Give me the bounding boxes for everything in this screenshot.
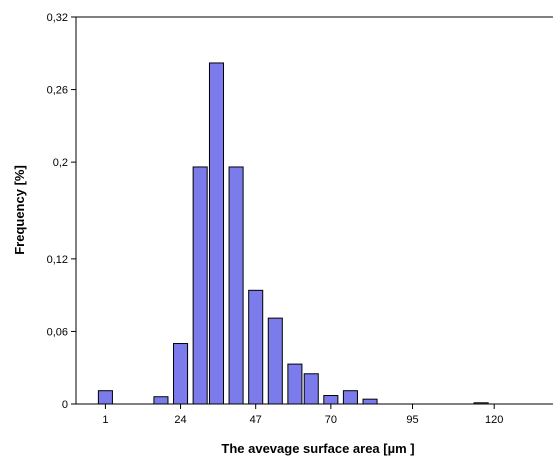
y-tick-label-5: 0,32	[47, 12, 68, 24]
y-tick-label-2: 0,12	[47, 254, 68, 266]
bar-7	[248, 289, 264, 405]
bar-6	[228, 166, 244, 405]
bar-9	[287, 363, 303, 405]
y-tick-label-3: 0,2	[53, 157, 68, 169]
y-tick-label-4: 0,26	[47, 85, 68, 97]
bar-2	[153, 396, 169, 405]
x-axis-title: The avevage surface area [µm ]	[221, 441, 414, 456]
bar-12	[342, 390, 358, 405]
bar-4	[192, 166, 208, 405]
x-tick-label-2: 47	[250, 414, 262, 426]
x-tick-label-5: 120	[485, 414, 503, 426]
bar-11	[323, 395, 339, 405]
bar-13	[362, 398, 378, 405]
y-tick-label-1: 0,06	[47, 326, 68, 338]
y-tick-label-0: 0	[62, 399, 68, 411]
bar-10	[303, 373, 319, 405]
y-axis-title: Frequency [%]	[12, 165, 27, 255]
axes-group	[75, 16, 553, 405]
x-tick-label-3: 70	[325, 414, 337, 426]
x-tick-label-1: 24	[174, 414, 186, 426]
ticks-group: 0 0,06 0,12 0,2 0,26 0,32 1 24 47 70 95 120	[47, 12, 504, 426]
bars-group	[97, 62, 489, 405]
x-tick-label-0: 1	[102, 414, 108, 426]
bar-5	[208, 62, 225, 405]
bar-8	[267, 317, 283, 405]
x-tick-label-4: 95	[406, 414, 418, 426]
bar-0	[97, 390, 113, 405]
bar-3	[173, 343, 189, 405]
